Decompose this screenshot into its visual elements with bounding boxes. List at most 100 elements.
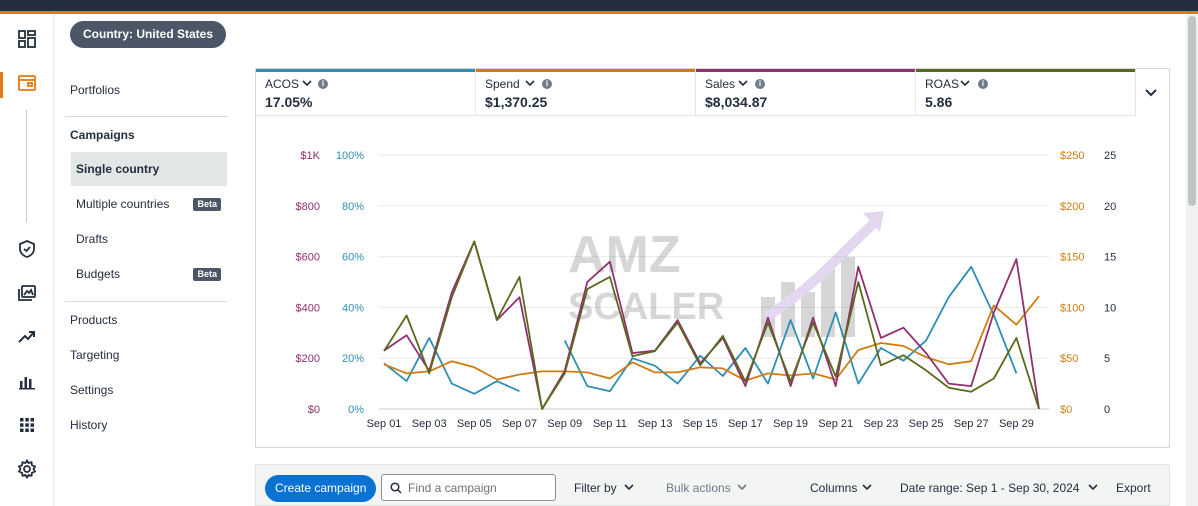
main-content: ACOS i 17.05% Spend i $1,370.25 Sales i …	[241, 14, 1186, 506]
x-tick-label: Sep 21	[818, 418, 853, 430]
metric-color-bar	[916, 69, 1135, 72]
axis-tick-label: 0%	[348, 404, 364, 416]
nav-multiple-countries[interactable]: Multiple countries Beta	[71, 187, 227, 221]
axis-tick-label: $600	[296, 252, 320, 264]
axis-tick-label: $150	[1060, 252, 1084, 264]
chevron-down-icon[interactable]	[960, 78, 970, 88]
chevron-down-icon[interactable]	[1144, 85, 1158, 99]
info-icon[interactable]: i	[978, 79, 988, 89]
create-campaign-button[interactable]: Create campaign	[265, 475, 377, 502]
axis-tick-label: 15	[1104, 252, 1116, 264]
watermark-arrow	[763, 218, 880, 322]
chevron-down-icon[interactable]	[525, 78, 535, 88]
columns-dropdown[interactable]: Columns	[810, 481, 858, 495]
bar-chart-icon[interactable]	[14, 368, 40, 394]
export-button[interactable]: Export	[1116, 481, 1151, 495]
chevron-down-icon[interactable]	[624, 482, 634, 492]
nav-single-country[interactable]: Single country	[71, 152, 227, 186]
metric-value: 17.05%	[265, 94, 313, 110]
nav-single-country-label: Single country	[76, 162, 160, 176]
axis-tick-label: $200	[296, 353, 320, 365]
watermark-bar	[821, 267, 835, 337]
nav-multiple-countries-label: Multiple countries	[76, 197, 170, 211]
top-bar	[0, 0, 1198, 11]
nav-portfolios[interactable]: Portfolios	[70, 83, 121, 97]
left-icon-rail	[0, 14, 54, 506]
info-icon[interactable]: i	[318, 79, 328, 89]
performance-line-chart: AMZ SCALER $0 0% $0 0 $200 20% $50 5 $400 40% $100…	[296, 150, 1117, 430]
top-bar-accent	[0, 11, 1198, 14]
axis-tick-label: 40%	[342, 302, 364, 314]
chevron-down-icon[interactable]	[862, 482, 872, 492]
axis-tick-label: 10	[1104, 302, 1116, 314]
vertical-scrollbar[interactable]	[1186, 14, 1198, 506]
metric-sales[interactable]: Sales i $8,034.87	[696, 69, 916, 116]
axis-tick-label: $200	[1060, 201, 1084, 213]
shield-icon[interactable]	[14, 236, 40, 262]
x-tick-label: Sep 15	[683, 418, 718, 430]
country-selector-button[interactable]: Country: United States	[70, 21, 227, 48]
active-indicator	[0, 72, 3, 98]
nav-drafts-label: Drafts	[76, 232, 109, 246]
axis-tick-label: 25	[1104, 150, 1116, 162]
x-tick-label: Sep 11	[593, 418, 627, 430]
chart-series	[383, 240, 1040, 410]
metric-roas[interactable]: ROAS i 5.86	[916, 69, 1136, 116]
watermark-arrowhead	[863, 211, 884, 232]
x-tick-label: Sep 13	[638, 418, 673, 430]
settings-gear-icon[interactable]	[14, 456, 40, 482]
creative-library-icon[interactable]	[14, 280, 40, 306]
nav-products[interactable]: Products	[70, 313, 118, 327]
beta-badge: Beta	[193, 198, 221, 211]
nav-targeting[interactable]: Targeting	[70, 348, 120, 362]
metric-label: Sales	[705, 77, 736, 91]
axis-tick-label: 80%	[342, 201, 364, 213]
series-line-roas	[383, 240, 1040, 410]
info-icon[interactable]: i	[542, 79, 552, 89]
nav-settings[interactable]: Settings	[70, 383, 114, 397]
x-tick-label: Sep 09	[547, 418, 582, 430]
axis-tick-label: $800	[296, 201, 320, 213]
chart-gridlines	[379, 154, 1049, 410]
dashboard-icon[interactable]	[14, 26, 40, 52]
campaign-manager-icon[interactable]	[14, 70, 40, 96]
trending-up-icon[interactable]	[14, 324, 40, 350]
series-line-acos	[383, 265, 1018, 395]
axis-tick-label: $1K	[300, 150, 320, 162]
metric-value: $1,370.25	[485, 94, 548, 110]
nav-drafts[interactable]: Drafts	[71, 222, 227, 256]
axis-tick-label: 5	[1104, 353, 1110, 365]
axis-tick-label: 20	[1104, 201, 1116, 213]
axis-tick-label: 100%	[336, 150, 364, 162]
axis-tick-label: 60%	[342, 252, 364, 264]
metric-label: ACOS	[265, 77, 300, 91]
nav-divider	[65, 301, 227, 302]
x-tick-label: Sep 05	[457, 418, 492, 430]
metric-spend[interactable]: Spend i $1,370.25	[476, 69, 696, 116]
axis-tick-label: $50	[1060, 353, 1078, 365]
chevron-down-icon[interactable]	[737, 482, 747, 492]
info-icon[interactable]: i	[755, 79, 765, 89]
x-tick-label: Sep 01	[367, 418, 402, 430]
x-tick-label: Sep 19	[773, 418, 808, 430]
watermark-bar	[841, 257, 855, 337]
scrollbar-thumb[interactable]	[1188, 16, 1196, 206]
metric-value: $8,034.87	[705, 94, 768, 110]
apps-grid-icon[interactable]	[14, 412, 40, 438]
x-tick-label: Sep 25	[909, 418, 944, 430]
chevron-down-icon[interactable]	[302, 78, 312, 88]
axis-tick-label: $100	[1060, 302, 1084, 314]
x-tick-label: Sep 03	[412, 418, 447, 430]
nav-budgets[interactable]: Budgets Beta	[71, 257, 227, 291]
date-range-selector[interactable]: Date range: Sep 1 - Sep 30, 2024	[900, 481, 1080, 495]
chevron-down-icon[interactable]	[738, 78, 748, 88]
bulk-actions-dropdown[interactable]: Bulk actions	[666, 481, 731, 495]
filter-by-dropdown[interactable]: Filter by	[574, 481, 617, 495]
metric-acos[interactable]: ACOS i 17.05%	[256, 69, 476, 116]
axis-tick-label: 20%	[342, 353, 364, 365]
metric-value: 5.86	[925, 94, 953, 110]
search-input[interactable]	[408, 479, 548, 497]
nav-history[interactable]: History	[70, 418, 108, 432]
chevron-down-icon[interactable]	[1088, 482, 1098, 492]
campaign-search-box[interactable]	[381, 474, 556, 501]
